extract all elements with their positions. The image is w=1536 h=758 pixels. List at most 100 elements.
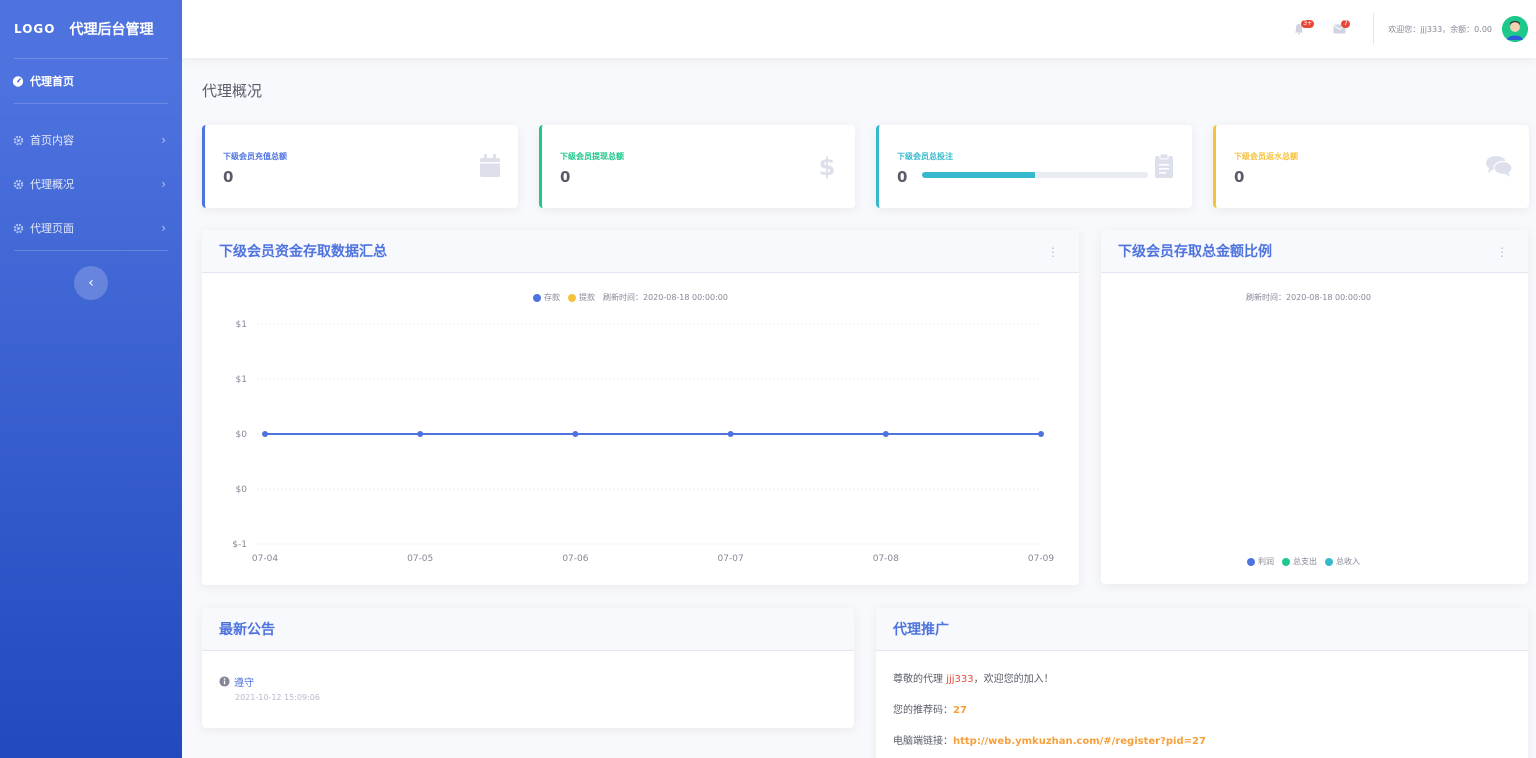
svg-text:$: $ <box>819 153 836 179</box>
more-options-icon[interactable]: ⋮ <box>1047 245 1059 259</box>
stat-label: 下级会员返水总额 <box>1234 152 1298 161</box>
sidebar-item-overview[interactable]: 代理概况 › <box>0 162 182 206</box>
info-circle-icon <box>219 676 230 687</box>
topbar: 3+ 7 欢迎您：jjj333，余额：0.00 <box>182 0 1536 58</box>
alerts-badge: 3+ <box>1301 20 1315 28</box>
panel-header: 最新公告 <box>202 608 854 651</box>
avatar[interactable] <box>1502 16 1528 42</box>
stat-value: 0 <box>223 168 234 186</box>
y-tick-label: $0 <box>236 430 248 440</box>
sidebar-divider <box>14 250 168 251</box>
stat-label: 下级会员总投注 <box>897 152 953 161</box>
line-chart: $1 $1 $0 $0 $-1 07-04 07-05 07-06 07-07 07-08 07-0… <box>232 320 1054 564</box>
legend-item[interactable]: 提款 <box>568 292 595 303</box>
legend-item[interactable]: 总收入 <box>1325 556 1360 567</box>
legend-label: 总收入 <box>1336 557 1360 566</box>
brand-logo: LOGO <box>14 22 56 36</box>
promo-link[interactable]: http://web.ymkuzhan.com/#/register?pid=2… <box>953 736 1206 747</box>
y-tick-label: $1 <box>236 375 247 385</box>
panel-header: 下级会员存取总金额比例 ⋮ <box>1101 230 1528 273</box>
tachometer-icon <box>12 75 24 87</box>
sidebar-toggle-button[interactable]: ‹ <box>74 266 108 300</box>
link-label: 电脑端链接： <box>893 736 953 747</box>
user-avatar-icon <box>1502 16 1528 42</box>
legend-item[interactable]: 利润 <box>1247 556 1274 567</box>
progress-fill <box>922 172 1035 178</box>
data-point[interactable] <box>572 431 579 437</box>
x-tick-label: 07-06 <box>562 554 588 564</box>
stat-label: 下级会员提现总额 <box>560 152 624 161</box>
legend-item[interactable]: 存款 <box>533 292 560 303</box>
legend-label: 总支出 <box>1293 557 1317 566</box>
notice-item[interactable]: 遵守 2021-10-12 15:09:06 <box>219 674 320 702</box>
stat-card-withdraw: 下级会员提现总额 0 $ <box>539 125 855 208</box>
promo-panel: 代理推广 尊敬的代理 jjj333，欢迎您的加入！ 您的推荐码：27 电脑端链接… <box>876 608 1528 758</box>
brand[interactable]: LOGO 代理后台管理 <box>0 0 182 58</box>
notice-title[interactable]: 遵守 <box>234 678 254 689</box>
funds-summary-panel: 下级会员资金存取数据汇总 ⋮ 存款 提款 刷新时间：2020-08-18 00:… <box>202 230 1079 585</box>
data-point[interactable] <box>882 431 889 437</box>
legend-dot <box>568 293 576 302</box>
legend-dot <box>533 293 541 302</box>
promo-link-line: 电脑端链接：http://web.ymkuzhan.com/#/register… <box>893 732 1206 747</box>
sidebar-divider <box>14 103 168 104</box>
stat-card-bets: 下级会员总投注 0 <box>876 125 1192 208</box>
alerts-button[interactable]: 3+ <box>1279 0 1319 58</box>
calendar-icon <box>480 154 500 177</box>
legend-label: 提款 <box>579 293 595 302</box>
panel-header: 代理推广 <box>876 608 1528 651</box>
refresh-time: 刷新时间：2020-08-18 00:00:00 <box>1246 293 1371 302</box>
greeting-prefix: 尊敬的代理 <box>893 674 943 685</box>
topbar-divider <box>1373 13 1375 45</box>
x-tick-label: 07-05 <box>407 554 433 564</box>
progress-bar <box>922 172 1148 178</box>
comments-icon <box>1486 156 1513 177</box>
data-point[interactable] <box>262 431 268 437</box>
panel-title: 下级会员存取总金额比例 <box>1118 244 1272 260</box>
stat-card-rebate: 下级会员返水总额 0 <box>1213 125 1529 208</box>
pie-legend: 利润 总支出 总收入 <box>1247 556 1364 567</box>
sidebar-item-label: 代理页面 <box>30 222 74 235</box>
stat-value: 0 <box>897 168 908 186</box>
legend-dot <box>1247 557 1255 566</box>
panel-header: 下级会员资金存取数据汇总 ⋮ <box>202 230 1079 273</box>
legend-dot <box>1282 557 1290 566</box>
more-options-icon[interactable]: ⋮ <box>1496 245 1508 259</box>
legend-label: 存款 <box>544 293 560 302</box>
panel-title: 下级会员资金存取数据汇总 <box>219 244 387 260</box>
promo-greeting: 尊敬的代理 jjj333，欢迎您的加入！ <box>893 670 1054 685</box>
data-point[interactable] <box>1038 431 1044 437</box>
stat-label: 下级会员充值总额 <box>223 152 287 161</box>
messages-button[interactable]: 7 <box>1319 0 1359 58</box>
gear-icon <box>12 222 24 234</box>
notice-date: 2021-10-12 15:09:06 <box>235 693 320 702</box>
page-title: 代理概况 <box>202 82 263 100</box>
gear-icon <box>12 134 24 146</box>
messages-badge: 7 <box>1341 20 1351 28</box>
data-point[interactable] <box>417 431 424 437</box>
legend-item[interactable]: 总支出 <box>1282 556 1317 567</box>
x-tick-label: 07-08 <box>873 554 899 564</box>
dollar-icon: $ <box>819 153 836 179</box>
sidebar-item-label: 首页内容 <box>30 134 74 147</box>
stat-card-deposit: 下级会员充值总额 0 <box>202 125 518 208</box>
sidebar-item-dashboard[interactable]: 代理首页 <box>0 59 182 103</box>
data-point[interactable] <box>727 431 734 437</box>
code-label: 您的推荐码： <box>893 705 953 716</box>
notice-panel: 最新公告 遵守 2021-10-12 15:09:06 <box>202 608 854 728</box>
greeting-suffix: ，欢迎您的加入！ <box>973 674 1054 685</box>
y-tick-label: $-1 <box>232 540 247 550</box>
y-tick-label: $1 <box>236 320 247 330</box>
chevron-right-icon: › <box>161 133 166 147</box>
welcome-text: 欢迎您：jjj333，余额：0.00 <box>1388 24 1492 34</box>
y-tick-label: $0 <box>236 485 248 495</box>
sidebar-item-label: 代理首页 <box>30 75 74 88</box>
chevron-left-icon: ‹ <box>88 275 94 291</box>
sidebar: LOGO 代理后台管理 代理首页 首页内容 › 代理概况 › 代理页面 › ‹ <box>0 0 182 758</box>
legend-dot <box>1325 557 1333 566</box>
x-tick-label: 07-04 <box>252 554 278 564</box>
sidebar-item-pages[interactable]: 代理页面 › <box>0 206 182 250</box>
legend-label: 利润 <box>1258 557 1274 566</box>
sidebar-item-home-content[interactable]: 首页内容 › <box>0 118 182 162</box>
panel-title: 最新公告 <box>219 622 275 638</box>
